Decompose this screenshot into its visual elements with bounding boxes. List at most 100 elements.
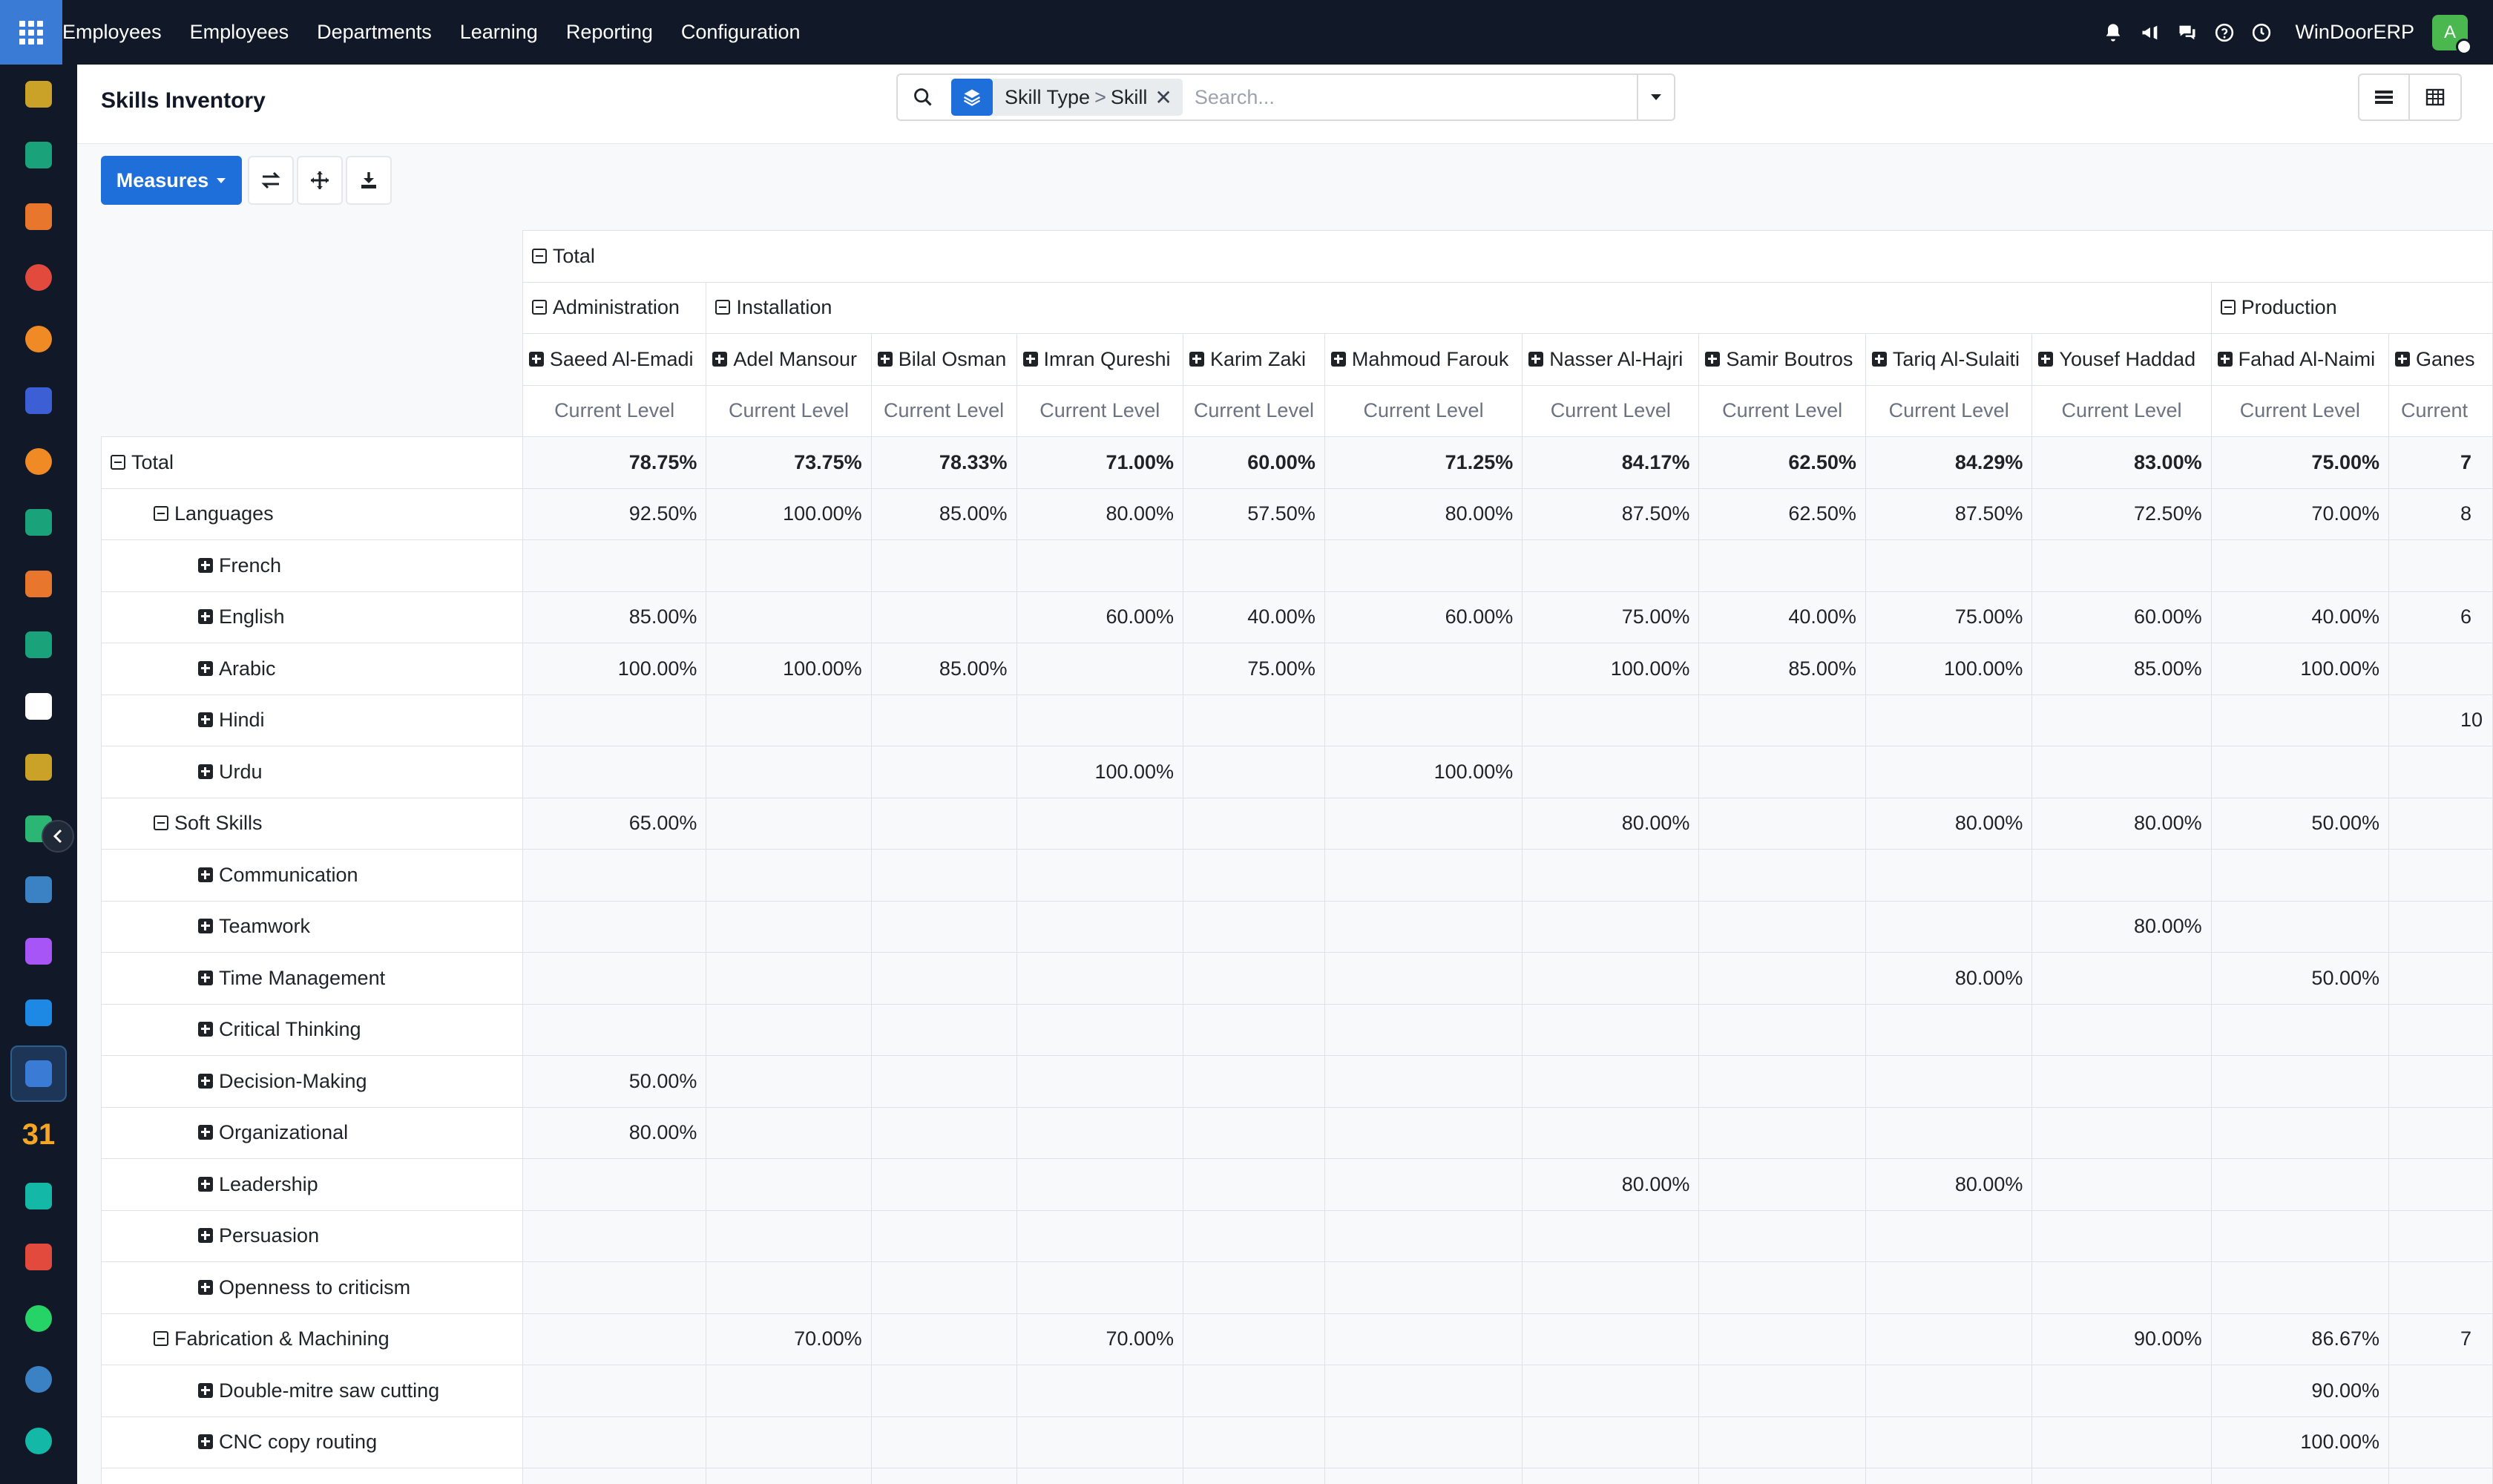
pivot-cell[interactable] — [1016, 1209, 1184, 1262]
pivot-cell[interactable]: 85.00% — [2031, 643, 2212, 695]
pivot-cell[interactable] — [1183, 952, 1325, 1005]
pivot-cell[interactable] — [706, 1055, 872, 1108]
pivot-cell[interactable] — [2210, 1468, 2390, 1484]
pivot-cell[interactable] — [870, 694, 1017, 746]
pivot-cell[interactable] — [1698, 1055, 1866, 1108]
pivot-cell[interactable] — [2388, 1468, 2493, 1484]
col-header-employee[interactable]: Yousef Haddad — [2031, 333, 2212, 386]
col-header-measure[interactable]: Current Level — [706, 384, 872, 437]
col-header-employee[interactable]: Karim Zaki — [1183, 333, 1325, 386]
pivot-cell[interactable] — [522, 1158, 707, 1211]
pivot-cell[interactable]: 50.00% — [2210, 797, 2390, 850]
sidebar-app-inventory[interactable] — [10, 678, 67, 735]
row-header[interactable]: Urdu — [101, 746, 523, 798]
pivot-cell[interactable] — [1183, 746, 1325, 798]
pivot-cell[interactable] — [1016, 694, 1184, 746]
pivot-cell[interactable] — [870, 900, 1017, 953]
pivot-cell[interactable]: 71.25% — [1324, 436, 1523, 489]
row-header[interactable]: Soft Skills — [101, 797, 523, 850]
pivot-cell[interactable] — [1865, 1209, 2033, 1262]
pivot-cell[interactable] — [870, 746, 1017, 798]
pivot-cell[interactable] — [706, 797, 872, 850]
pivot-cell[interactable]: 80.00% — [522, 1106, 707, 1159]
pivot-cell[interactable] — [1698, 1106, 1866, 1159]
pivot-cell[interactable] — [2031, 1365, 2212, 1417]
pivot-cell[interactable] — [1698, 1158, 1866, 1211]
row-header[interactable]: English — [101, 591, 523, 643]
row-header[interactable]: Communication — [101, 849, 523, 902]
pivot-cell[interactable] — [1324, 1468, 1523, 1484]
pivot-cell[interactable] — [2388, 1055, 2493, 1108]
pivot-cell[interactable] — [1522, 1209, 1700, 1262]
pivot-cell[interactable] — [2210, 849, 2390, 902]
pivot-cell[interactable] — [1183, 1055, 1325, 1108]
pivot-cell[interactable] — [2388, 746, 2493, 798]
pivot-cell[interactable] — [2031, 1003, 2212, 1056]
pivot-cell[interactable] — [1865, 1468, 2033, 1484]
pivot-cell[interactable] — [1522, 1003, 1700, 1056]
pivot-cell[interactable] — [1183, 1261, 1325, 1314]
pivot-cell[interactable] — [2031, 1106, 2212, 1159]
sidebar-app-chat[interactable] — [10, 311, 67, 367]
pivot-cell[interactable]: 100.00% — [2210, 643, 2390, 695]
pivot-cell[interactable]: 78.75% — [522, 436, 707, 489]
pivot-cell[interactable] — [1016, 1261, 1184, 1314]
pivot-cell[interactable] — [1183, 1365, 1325, 1417]
pivot-cell[interactable] — [1016, 1158, 1184, 1211]
col-header-measure[interactable]: Current Level — [1183, 384, 1325, 437]
pivot-cell[interactable] — [1522, 849, 1700, 902]
pivot-cell[interactable] — [1183, 797, 1325, 850]
pivot-cell[interactable] — [2031, 1209, 2212, 1262]
pivot-cell[interactable]: 85.00% — [870, 487, 1017, 540]
pivot-cell[interactable]: 50.00% — [2210, 952, 2390, 1005]
pivot-cell[interactable]: 80.00% — [2031, 797, 2212, 850]
row-header[interactable]: Leadership — [101, 1158, 523, 1211]
pivot-cell[interactable] — [706, 1416, 872, 1468]
pivot-cell[interactable]: 80.00% — [1865, 1158, 2033, 1211]
pivot-cell[interactable]: 65.00% — [522, 797, 707, 850]
pivot-cell[interactable]: 70.00% — [706, 1313, 872, 1365]
pivot-cell[interactable]: 71.00% — [1016, 436, 1184, 489]
sidebar-app-project[interactable] — [10, 494, 67, 551]
pivot-cell[interactable] — [1016, 1055, 1184, 1108]
pivot-cell[interactable] — [1522, 1261, 1700, 1314]
pivot-cell[interactable] — [1865, 900, 2033, 953]
row-header[interactable]: Double-mitre saw cutting — [101, 1365, 523, 1417]
pivot-cell[interactable] — [522, 1209, 707, 1262]
pivot-cell[interactable]: 100.00% — [1522, 643, 1700, 695]
pivot-cell[interactable]: 40.00% — [1183, 591, 1325, 643]
pivot-cell[interactable] — [1016, 849, 1184, 902]
sidebar-app-knowledge[interactable] — [10, 861, 67, 918]
pivot-cell[interactable] — [1016, 1416, 1184, 1468]
pivot-cell[interactable] — [1522, 1106, 1700, 1159]
pivot-cell[interactable]: 85.00% — [1698, 643, 1866, 695]
pivot-cell[interactable] — [1698, 797, 1866, 850]
menu-departments[interactable]: Departments — [317, 21, 432, 43]
col-header-total[interactable]: Total — [522, 230, 2493, 283]
pivot-cell[interactable] — [706, 952, 872, 1005]
col-header-employee[interactable]: Nasser Al-Hajri — [1522, 333, 1700, 386]
pivot-cell[interactable] — [706, 1106, 872, 1159]
pivot-cell[interactable] — [1522, 900, 1700, 953]
pivot-cell[interactable] — [1183, 1106, 1325, 1159]
pivot-cell[interactable] — [1698, 1365, 1866, 1417]
col-header-department[interactable]: Administration — [522, 281, 707, 334]
pivot-cell[interactable] — [1324, 1003, 1523, 1056]
pivot-cell[interactable] — [2388, 1209, 2493, 1262]
pivot-cell[interactable] — [1522, 746, 1700, 798]
pivot-cell[interactable] — [1522, 694, 1700, 746]
pivot-cell[interactable] — [870, 539, 1017, 592]
col-header-measure[interactable]: Current Level — [522, 384, 707, 437]
clock-icon[interactable] — [2243, 0, 2280, 65]
col-header-employee[interactable]: Imran Qureshi — [1016, 333, 1184, 386]
pivot-cell[interactable]: 100.00% — [522, 643, 707, 695]
pivot-cell[interactable] — [1698, 1313, 1866, 1365]
pivot-cell[interactable] — [1183, 1209, 1325, 1262]
search-input[interactable] — [1182, 85, 1637, 109]
pivot-cell[interactable] — [1016, 797, 1184, 850]
pivot-cell[interactable] — [522, 952, 707, 1005]
pivot-cell[interactable] — [2388, 952, 2493, 1005]
pivot-cell[interactable] — [2210, 1209, 2390, 1262]
pivot-cell[interactable]: 7 — [2388, 436, 2493, 489]
col-header-department[interactable]: Production — [2210, 281, 2493, 334]
